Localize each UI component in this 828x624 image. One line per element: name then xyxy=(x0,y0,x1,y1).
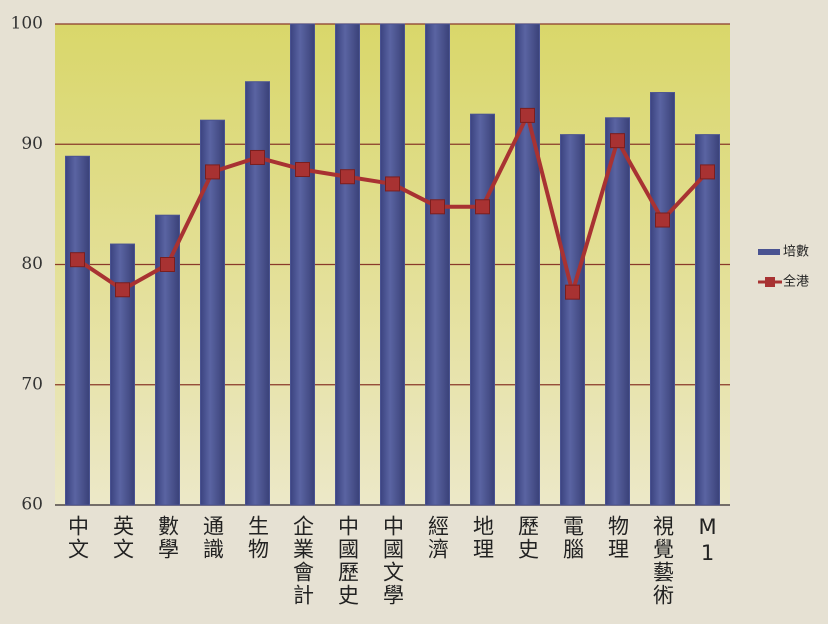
bar xyxy=(291,24,315,505)
marker xyxy=(386,177,400,191)
x-tick-label: 企業會計 xyxy=(291,515,315,607)
x-tick-label: 中國歷史 xyxy=(336,515,360,607)
x-tick-label: 電腦 xyxy=(561,515,585,561)
marker xyxy=(116,283,130,297)
bar xyxy=(696,135,720,505)
x-tick-label: M1 xyxy=(696,515,720,567)
x-tick-label: 經濟 xyxy=(426,515,450,561)
marker xyxy=(296,163,310,177)
x-tick-label: 視覺藝術 xyxy=(651,515,675,607)
bar xyxy=(561,135,585,505)
bar xyxy=(651,93,675,505)
marker xyxy=(701,165,715,179)
bar xyxy=(471,114,495,505)
bar xyxy=(246,82,270,505)
marker xyxy=(656,213,670,227)
x-tick-label: 生物 xyxy=(246,515,270,561)
bar xyxy=(336,24,360,505)
legend-swatch xyxy=(758,249,780,255)
x-tick-label: 數學 xyxy=(156,515,180,561)
x-tick-label: 地理 xyxy=(471,515,495,561)
x-tick-label: 物理 xyxy=(606,515,630,561)
x-tick-label: 中國文學 xyxy=(381,515,405,607)
x-tick-label: 中文 xyxy=(66,515,90,561)
y-tick-label: 60 xyxy=(21,495,43,515)
marker xyxy=(161,258,175,272)
marker xyxy=(476,200,490,214)
x-tick-label: 英文 xyxy=(111,515,135,561)
y-tick-label: 100 xyxy=(11,14,43,34)
legend-swatch xyxy=(765,277,775,287)
legend-label: 全港 xyxy=(783,274,809,290)
x-tick-label: 歷史 xyxy=(516,515,540,561)
marker xyxy=(341,170,355,184)
bar xyxy=(381,24,405,505)
y-tick-label: 90 xyxy=(21,134,43,154)
chart: 60 70 80 90 100 中文英文數學通識生物企業會計中國歷史中國文學經濟地理歷史電… xyxy=(0,0,828,624)
bar xyxy=(66,156,90,505)
x-tick-label: 通識 xyxy=(201,515,225,561)
legend-label: 培數 xyxy=(783,244,809,260)
marker xyxy=(566,285,580,299)
marker xyxy=(206,165,220,179)
marker xyxy=(611,134,625,148)
marker xyxy=(71,253,85,267)
y-tick-label: 70 xyxy=(21,374,43,394)
marker xyxy=(251,150,265,164)
bar xyxy=(426,24,450,505)
marker xyxy=(521,108,535,122)
y-tick-label: 80 xyxy=(21,254,43,274)
marker xyxy=(431,200,445,214)
bar xyxy=(516,24,540,505)
